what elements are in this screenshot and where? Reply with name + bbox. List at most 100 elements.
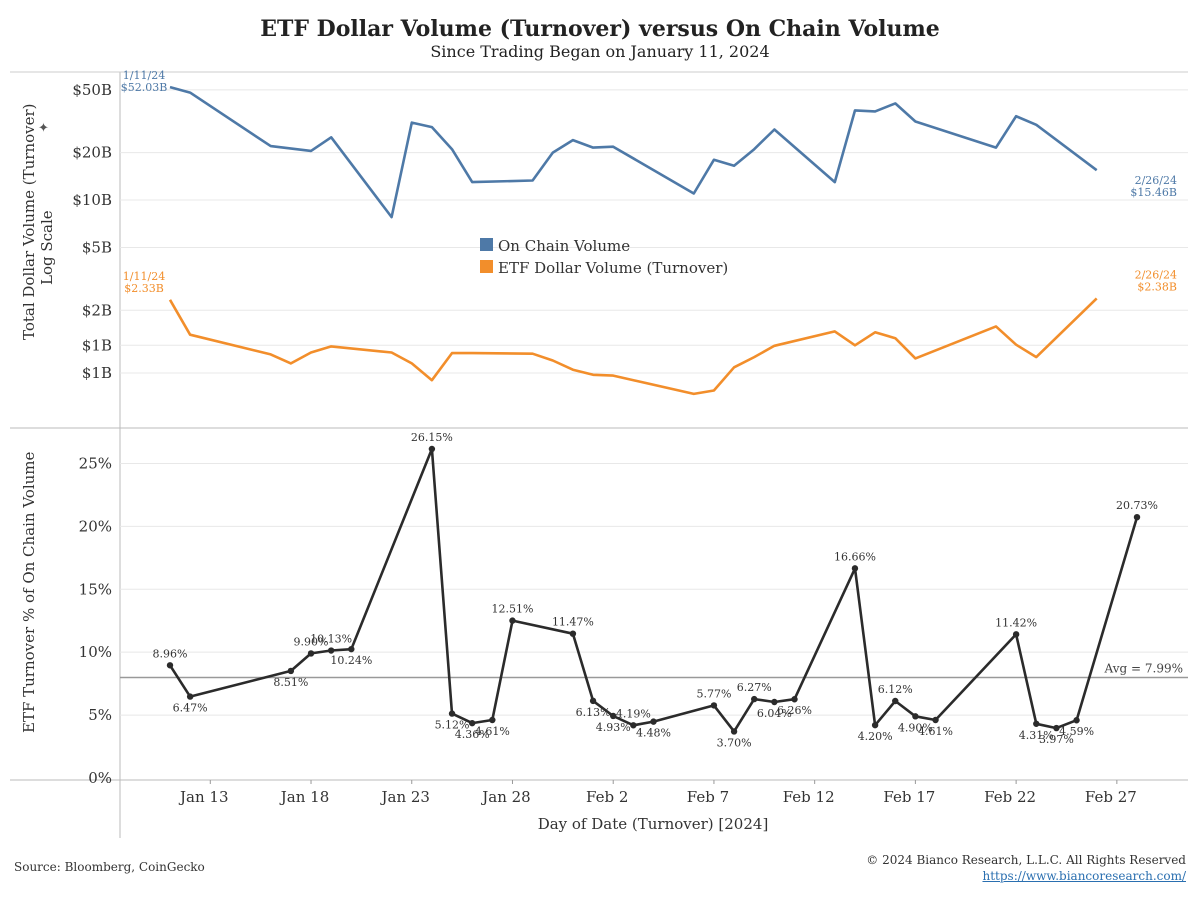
turnover-pct-point bbox=[791, 696, 798, 703]
turnover-pct-data-label: 4.48% bbox=[636, 727, 671, 740]
legend-swatch-etf bbox=[480, 260, 493, 273]
x-tick-label: Feb 27 bbox=[1085, 788, 1137, 806]
turnover-pct-point bbox=[327, 647, 335, 654]
turnover-pct-data-label: 6.26% bbox=[777, 704, 812, 717]
start-date-label: 1/11/24 bbox=[123, 69, 165, 82]
turnover-pct-data-label: 10.13% bbox=[310, 633, 352, 646]
etf-volume-line bbox=[168, 297, 1098, 396]
turnover-pct-data-label: 4.20% bbox=[858, 730, 893, 743]
turnover-pct-point bbox=[1033, 720, 1040, 727]
turnover-pct-data-label: 10.24% bbox=[330, 654, 372, 667]
turnover-pct-point bbox=[569, 630, 577, 637]
x-tick-label: Feb 7 bbox=[687, 788, 729, 806]
turnover-pct-point bbox=[932, 716, 939, 724]
turnover-pct-data-label: 3.70% bbox=[717, 736, 752, 749]
turnover-pct-point bbox=[892, 697, 899, 705]
source-note: Source: Bloomberg, CoinGecko bbox=[14, 860, 205, 874]
end-date-label: 2/26/24 bbox=[1135, 268, 1177, 281]
x-tick-label: Feb 22 bbox=[984, 788, 1036, 806]
start-value-label: $52.03B bbox=[121, 81, 168, 94]
x-axis: Jan 13 Jan 18 Jan 23 Jan 28 Feb 2 Feb 7 Feb 12… bbox=[178, 780, 1137, 806]
turnover-pct-point bbox=[630, 722, 637, 729]
turnover-pct-data-label: 5.77% bbox=[696, 687, 731, 700]
turnover-pct-data-label: 4.31% bbox=[1019, 729, 1054, 742]
turnover-pct-data-label: 6.12% bbox=[878, 683, 913, 696]
turnover-pct-point bbox=[589, 697, 597, 705]
top-y-tick-label: $2B bbox=[82, 301, 112, 319]
turnover-pct-data-label: 6.47% bbox=[173, 702, 208, 715]
pin-icon[interactable]: ✦ bbox=[38, 121, 49, 136]
legend-label-etf: ETF Dollar Volume (Turnover) bbox=[498, 259, 728, 277]
turnover-pct-point bbox=[509, 617, 516, 624]
turnover-pct-point bbox=[751, 695, 758, 703]
chart-subtitle: Since Trading Began on January 11, 2024 bbox=[430, 42, 770, 61]
turnover-pct-data-label: 12.51% bbox=[492, 603, 534, 616]
turnover-pct-panel: 25% 20% 15% 10% 5% 0% Avg = 7.99% 8.96% 6.47% 8.5… bbox=[79, 431, 1188, 787]
turnover-pct-data-label: 3.97% bbox=[1039, 733, 1074, 746]
turnover-pct-data-label: 6.27% bbox=[737, 681, 772, 694]
turnover-pct-data-label: 9.90% bbox=[294, 635, 329, 648]
x-tick-label: Jan 23 bbox=[380, 788, 430, 806]
turnover-pct-data-label: 6.04% bbox=[757, 707, 792, 720]
turnover-pct-point bbox=[1053, 724, 1060, 732]
bottom-y-title: ETF Turnover % of On Chain Volume bbox=[20, 451, 38, 733]
bottom-y-tick-label: 10% bbox=[79, 643, 112, 661]
turnover-pct-point bbox=[307, 650, 315, 657]
top-y-tick-label: $5B bbox=[82, 239, 112, 257]
turnover-pct-point bbox=[771, 698, 778, 706]
footer-right: © 2024 Bianco Research, L.L.C. All Right… bbox=[866, 852, 1186, 884]
legend: On Chain Volume ETF Dollar Volume (Turno… bbox=[480, 237, 728, 277]
turnover-pct-data-label: 26.15% bbox=[411, 431, 453, 444]
top-y-title-2: Log Scale bbox=[38, 210, 56, 285]
turnover-pct-point bbox=[448, 710, 456, 717]
x-tick-label: Jan 13 bbox=[178, 788, 228, 806]
top-y-title: Total Dollar Volume (Turnover) bbox=[20, 103, 38, 340]
turnover-pct-data-label: 4.19% bbox=[616, 707, 651, 720]
turnover-pct-point bbox=[871, 721, 879, 729]
gridlines bbox=[120, 89, 1188, 716]
top-y-tick-label: $10B bbox=[72, 191, 112, 209]
bottom-y-axis-label: ETF Turnover % of On Chain Volume bbox=[20, 451, 38, 733]
turnover-pct-data-label: 4.61% bbox=[918, 725, 953, 738]
bottom-y-tick-label: 15% bbox=[79, 580, 112, 598]
turnover-pct-data-label: 16.66% bbox=[834, 550, 876, 563]
turnover-pct-point bbox=[468, 719, 476, 727]
turnover-pct-point bbox=[489, 716, 496, 724]
x-tick-label: Feb 2 bbox=[586, 788, 628, 806]
bottom-y-tick-label: 0% bbox=[88, 769, 112, 787]
turnover-pct-data-label: 4.90% bbox=[898, 721, 933, 734]
x-tick-label: Jan 18 bbox=[279, 788, 329, 806]
turnover-pct-data-label: 4.93% bbox=[596, 721, 631, 734]
turnover-pct-data-label: 4.59% bbox=[1059, 725, 1094, 738]
x-tick-label: Jan 28 bbox=[480, 788, 530, 806]
turnover-pct-point bbox=[1073, 717, 1080, 724]
turnover-pct-point bbox=[287, 667, 295, 675]
bottom-y-tick-label: 25% bbox=[79, 454, 112, 472]
top-y-tick-label: $20B bbox=[72, 144, 112, 162]
turnover-pct-point bbox=[186, 693, 194, 700]
turnover-pct-data-label: 11.42% bbox=[995, 616, 1037, 629]
top-y-axis-label: Total Dollar Volume (Turnover) bbox=[20, 103, 38, 340]
turnover-pct-data-label: 20.73% bbox=[1116, 499, 1158, 512]
turnover-pct-data-label: 8.51% bbox=[273, 676, 308, 689]
turnover-pct-point bbox=[610, 712, 617, 720]
legend-label-onchain: On Chain Volume bbox=[498, 237, 630, 255]
turnover-pct-point bbox=[166, 662, 174, 669]
volume-panel: $50B$20B$10B$5B$2B$1B$1B1/11/24$52.03B2/… bbox=[72, 69, 1177, 396]
start-date-label: 1/11/24 bbox=[123, 270, 165, 283]
turnover-pct-line bbox=[168, 447, 1139, 733]
turnover-pct-point bbox=[851, 565, 859, 572]
turnover-pct-point bbox=[912, 713, 919, 720]
website-link[interactable]: https://www.biancoresearch.com/ bbox=[982, 869, 1186, 883]
turnover-pct-data-label: 4.61% bbox=[475, 725, 510, 738]
bottom-y-tick-label: 20% bbox=[79, 517, 112, 535]
copyright: © 2024 Bianco Research, L.L.C. All Right… bbox=[866, 853, 1186, 867]
end-value-label: $2.38B bbox=[1137, 280, 1177, 293]
x-tick-label: Feb 12 bbox=[783, 788, 835, 806]
top-y-tick-label: $50B bbox=[72, 81, 112, 99]
onchain-volume-line bbox=[169, 85, 1098, 219]
turnover-pct-data-label: 8.96% bbox=[153, 647, 188, 660]
turnover-pct-data-label: 11.47% bbox=[552, 616, 594, 629]
end-value-label: $15.46B bbox=[1130, 186, 1177, 199]
